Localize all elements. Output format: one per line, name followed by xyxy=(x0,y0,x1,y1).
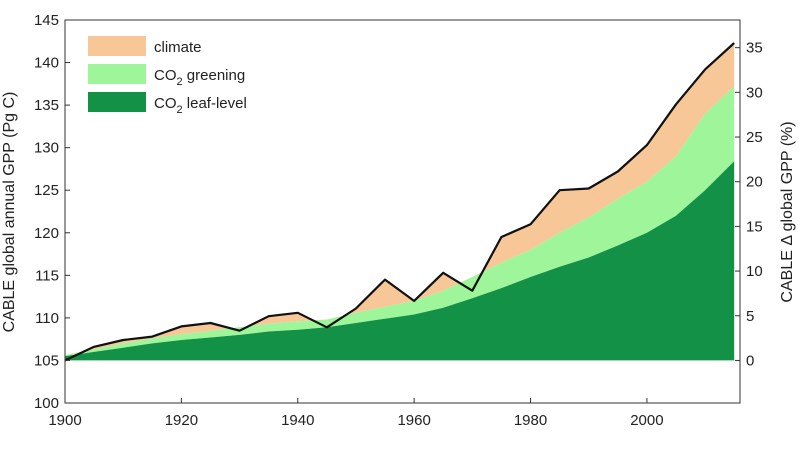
x-tick-label: 2000 xyxy=(630,412,663,429)
y-axis-left-title: CABLE global annual GPP (Pg C) xyxy=(1,92,18,333)
x-tick-label: 1900 xyxy=(48,412,81,429)
co2-leaf-level-area xyxy=(65,161,735,361)
y-left-tick-label: 130 xyxy=(34,140,59,157)
y-right-tick-label: 20 xyxy=(746,174,763,191)
legend-swatch-climate xyxy=(88,36,146,56)
x-tick-label: 1960 xyxy=(397,412,430,429)
x-tick-label: 1920 xyxy=(165,412,198,429)
total-gpp-line xyxy=(64,42,735,362)
y-left-tick-label: 140 xyxy=(34,55,59,72)
legend-label-co2-greening: CO2 greening xyxy=(154,67,245,88)
co2-greening-area xyxy=(65,86,735,357)
climate-area xyxy=(65,43,735,361)
y-right-tick-label: 0 xyxy=(746,352,754,369)
y-right-tick-label: 5 xyxy=(746,308,754,325)
tick-layer: 100 105 110 115 120 125 130 135 140 145 0 5 10 15 20 25… xyxy=(34,12,763,429)
y-left-tick-label: 135 xyxy=(34,97,59,114)
plot-frame xyxy=(64,19,741,404)
legend-swatch-co2-greening xyxy=(88,64,146,84)
y-right-tick-label: 35 xyxy=(746,40,763,57)
y-left-tick-label: 125 xyxy=(34,182,59,199)
legend-label-climate: climate xyxy=(154,39,202,56)
x-tick-label: 1980 xyxy=(514,412,547,429)
line-layer xyxy=(64,42,735,362)
y-left-tick-label: 105 xyxy=(34,352,59,369)
x-tick-label: 1940 xyxy=(281,412,314,429)
axes-layer xyxy=(64,19,741,404)
y-right-tick-label: 30 xyxy=(746,84,763,101)
y-right-tick-label: 25 xyxy=(746,129,763,146)
area-layer xyxy=(65,43,735,361)
y-left-tick-label: 120 xyxy=(34,225,59,242)
y-left-tick-label: 115 xyxy=(35,267,59,284)
y-right-tick-label: 15 xyxy=(746,218,763,235)
legend-swatch-co2-leaf-level xyxy=(88,92,146,112)
y-left-tick-label: 100 xyxy=(34,395,59,412)
y-left-tick-label: 145 xyxy=(34,12,59,29)
y-right-tick-label: 10 xyxy=(746,263,763,280)
legend-label-co2-leaf-level: CO2 leaf-level xyxy=(154,95,247,116)
y-left-tick-label: 110 xyxy=(35,310,59,327)
y-axis-right-title: CABLE Δ global GPP (%) xyxy=(779,121,796,302)
legend: climate CO2 greening CO2 leaf-level xyxy=(88,36,247,116)
